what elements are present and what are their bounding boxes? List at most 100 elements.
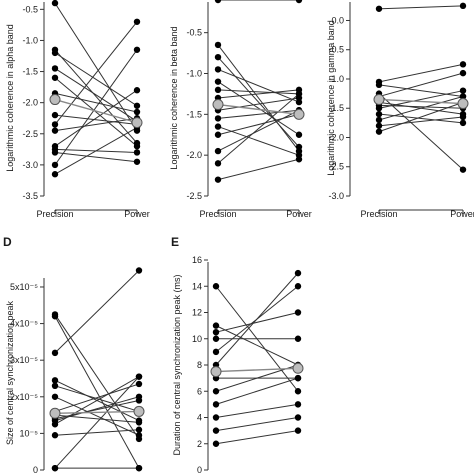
pair-line — [378, 72, 464, 98]
precision-point — [51, 74, 59, 81]
pair-line — [217, 109, 300, 152]
power-point — [294, 401, 302, 408]
pair-line — [215, 377, 299, 405]
pair-line — [54, 429, 140, 436]
y-tick-label: 4 — [197, 413, 202, 423]
mean-point-power — [293, 108, 305, 120]
pair-line — [217, 158, 300, 181]
y-axis-label: Logarithmic coherence in alpha band — [5, 24, 15, 172]
power-point — [133, 143, 141, 150]
pair-line — [54, 151, 138, 163]
power-point — [459, 61, 467, 68]
y-tick-label: -1.5 — [186, 109, 202, 119]
panel-d: 5x10⁻⁵ 4x10⁻⁵ 3x10⁻⁵ 2x10⁻⁵ 10⁻⁵ 0 Size of cen… — [3, 235, 145, 474]
precision-point — [51, 382, 59, 390]
mean-point-precision — [373, 93, 385, 105]
pair-line — [54, 49, 138, 166]
power-point — [294, 269, 302, 277]
power-point — [459, 113, 467, 121]
precision-point — [212, 427, 220, 434]
pair-line — [54, 114, 138, 125]
power-point — [459, 93, 467, 100]
precision-point — [214, 147, 222, 155]
mean-point-precision — [49, 407, 61, 419]
pair-line — [215, 272, 299, 366]
precision-point — [212, 283, 220, 290]
y-tick-label: -2.5 — [186, 191, 202, 201]
power-point — [294, 427, 302, 434]
y-tick-label: 12 — [192, 308, 202, 318]
precision-point — [51, 111, 59, 119]
y-tick-label: 0.0 — [331, 15, 344, 25]
power-point — [133, 18, 141, 25]
power-point — [133, 46, 141, 53]
precision-point — [212, 414, 220, 421]
y-tick-label: -3.0 — [328, 191, 344, 201]
pair-line — [215, 312, 299, 333]
precision-point — [51, 127, 59, 134]
power-point — [135, 419, 143, 426]
pair-line — [378, 63, 464, 83]
pair-line — [54, 2, 138, 131]
y-axis-label: Size of central synchronization peak — [5, 300, 15, 445]
power-point — [459, 87, 467, 94]
pair-line — [54, 270, 140, 354]
panel-e: 16 14 12 10 8 6 4 2 0 Duration of central synchro… — [171, 235, 304, 474]
pair-line — [217, 68, 300, 103]
pair-line — [54, 117, 138, 132]
y-tick-label: 16 — [192, 255, 202, 265]
power-point — [133, 158, 141, 165]
power-point — [459, 2, 467, 10]
y-tick-label: 3x10⁻⁵ — [10, 355, 38, 365]
precision-point — [51, 313, 59, 320]
pair-line — [54, 52, 138, 107]
power-point — [294, 335, 302, 342]
power-point — [459, 119, 467, 127]
precision-point — [375, 5, 383, 12]
precision-point — [375, 116, 383, 124]
power-point — [295, 151, 303, 159]
pair-line — [217, 93, 300, 164]
mean-point-power — [292, 362, 304, 374]
precision-point — [214, 86, 222, 94]
x-category-label: Precision — [199, 209, 236, 219]
power-point — [133, 149, 141, 156]
precision-point — [51, 349, 59, 357]
precision-point — [51, 432, 59, 439]
pair-line — [54, 89, 138, 147]
power-point — [133, 102, 141, 109]
pair-line — [215, 430, 299, 445]
pair-line — [378, 90, 464, 109]
pair-line — [378, 93, 464, 171]
power-point — [135, 393, 143, 400]
power-point — [459, 69, 467, 77]
precision-point — [214, 66, 222, 73]
y-tick-label: -1.0 — [186, 69, 202, 79]
mean-line — [54, 410, 140, 414]
precision-point — [212, 335, 220, 342]
power-point — [135, 426, 143, 433]
y-tick-label: 5x10⁻⁵ — [10, 282, 38, 292]
panel-letter: D — [3, 235, 12, 249]
precision-point — [212, 322, 220, 329]
y-tick-label: -3.5 — [22, 191, 38, 201]
pair-line — [54, 148, 138, 153]
pair-line — [217, 109, 300, 119]
y-tick-label: 0 — [197, 465, 202, 474]
pair-line — [54, 385, 140, 412]
power-point — [295, 90, 303, 98]
precision-point — [214, 123, 222, 130]
precision-point — [214, 115, 222, 122]
pair-line — [215, 417, 299, 432]
y-tick-label: 2 — [197, 439, 202, 449]
power-point — [133, 108, 141, 116]
power-point — [459, 166, 467, 173]
precision-point — [375, 122, 383, 129]
pair-line — [217, 97, 300, 111]
power-point — [294, 374, 302, 382]
y-tick-label: 10 — [192, 334, 202, 344]
precision-point — [51, 377, 59, 384]
y-tick-label: -1.5 — [22, 67, 38, 77]
power-point — [295, 143, 303, 151]
y-tick-label: -1.5 — [328, 103, 344, 113]
